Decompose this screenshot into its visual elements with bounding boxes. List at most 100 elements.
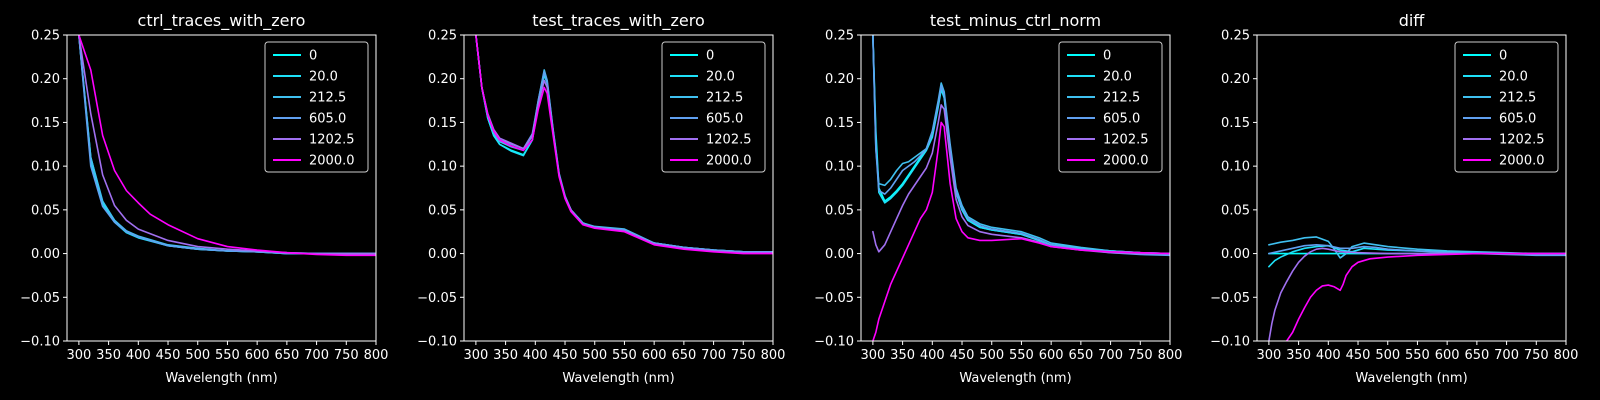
y-tick-label: 0.05 [1221, 203, 1250, 218]
series-group [475, 35, 773, 255]
x-tick-label: 750 [1128, 348, 1153, 363]
x-tick-label: 750 [1524, 348, 1549, 363]
y-tick-label: 0.25 [428, 29, 457, 44]
legend: 0 20.0 212.5 605.0 1202.5 2000.0 [661, 41, 766, 173]
series-line-4 [872, 35, 1170, 257]
legend-label: 2000.0 [1499, 154, 1545, 169]
x-tick-label: 600 [245, 348, 270, 363]
chart-panel: 300 350 400 450 500 550 600 650 700 750 800 −0.10 −0… [20, 11, 388, 386]
legend-label: 0 [1103, 49, 1111, 64]
legend-label: 1202.5 [309, 133, 355, 148]
legend: 0 20.0 212.5 605.0 1202.5 2000.0 [1058, 41, 1163, 173]
y-tick-label: 0.10 [825, 160, 854, 175]
y-tick-label: 0.10 [31, 160, 60, 175]
chart-panel: 300 350 400 450 500 550 600 650 700 750 800 −0.10 −0… [1210, 11, 1578, 386]
series-line-6 [475, 35, 773, 255]
axes-frame [66, 34, 377, 342]
x-tick-label: 800 [364, 348, 389, 363]
legend-label: 20.0 [1499, 70, 1528, 85]
y-tick-label: 0.05 [825, 203, 854, 218]
x-tick-label: 500 [582, 348, 607, 363]
x-tick-label: 650 [671, 348, 696, 363]
x-tick-label: 700 [1098, 348, 1123, 363]
x-tick-label: 300 [860, 348, 885, 363]
x-tick-label: 500 [185, 348, 210, 363]
legend: 0 20.0 212.5 605.0 1202.5 2000.0 [264, 41, 369, 173]
x-tick-label: 750 [334, 348, 359, 363]
x-tick-label: 650 [274, 348, 299, 363]
x-axis-label: Wavelength (nm) [959, 371, 1071, 386]
axes-frame [1256, 34, 1567, 342]
legend-label: 212.5 [706, 91, 743, 106]
legend-label: 0 [706, 49, 714, 64]
axes-frame [463, 34, 774, 342]
y-tick-label: −0.05 [417, 291, 457, 306]
chart-title: diff [1399, 11, 1426, 30]
y-tick-label: 0.25 [1221, 29, 1250, 44]
y-tick-label: −0.10 [20, 335, 60, 350]
x-tick-label: 350 [493, 348, 518, 363]
y-tick-label: −0.10 [814, 335, 854, 350]
y-tick-label: 0.05 [428, 203, 457, 218]
x-tick-label: 450 [1346, 348, 1371, 363]
x-tick-label: 650 [1068, 348, 1093, 363]
series-line-6 [872, 121, 1170, 341]
x-tick-label: 550 [1009, 348, 1034, 363]
legend-label: 2000.0 [706, 154, 752, 169]
x-tick-label: 550 [1405, 348, 1430, 363]
x-tick-label: 600 [1039, 348, 1064, 363]
legend-label: 2000.0 [1103, 154, 1149, 169]
x-tick-label: 400 [1316, 348, 1341, 363]
x-axis-label: Wavelength (nm) [165, 371, 277, 386]
x-tick-label: 800 [761, 348, 786, 363]
x-tick-label: 450 [553, 348, 578, 363]
x-axis-label: Wavelength (nm) [562, 371, 674, 386]
y-tick-label: 0.00 [1221, 247, 1250, 262]
y-tick-label: 0.20 [825, 72, 854, 87]
series-line-6 [78, 35, 376, 257]
x-tick-label: 500 [979, 348, 1004, 363]
legend-label: 2000.0 [309, 154, 355, 169]
x-tick-label: 700 [304, 348, 329, 363]
series-group [78, 35, 376, 257]
chart-title: test_minus_ctrl_norm [930, 11, 1101, 31]
x-tick-label: 450 [950, 348, 975, 363]
x-tick-label: 600 [642, 348, 667, 363]
y-tick-label: 0.10 [428, 160, 457, 175]
y-tick-label: −0.05 [20, 291, 60, 306]
x-tick-label: 350 [96, 348, 121, 363]
y-tick-label: 0.00 [825, 247, 854, 262]
series-line-6 [1285, 252, 1566, 341]
x-tick-label: 300 [66, 348, 91, 363]
y-tick-label: 0.10 [1221, 160, 1250, 175]
y-tick-label: 0.20 [428, 72, 457, 87]
y-tick-label: 0.15 [31, 116, 60, 131]
x-tick-label: 600 [1435, 348, 1460, 363]
x-tick-label: 750 [731, 348, 756, 363]
y-tick-label: 0.05 [31, 203, 60, 218]
x-tick-label: 700 [1494, 348, 1519, 363]
legend-label: 20.0 [1103, 70, 1132, 85]
legend-label: 605.0 [706, 112, 743, 127]
chart-panel: 300 350 400 450 500 550 600 650 700 750 800 −0.10 −0… [417, 11, 785, 386]
legend-label: 1202.5 [1499, 133, 1545, 148]
y-tick-label: 0.15 [428, 116, 457, 131]
series-group [1268, 236, 1566, 341]
x-tick-label: 800 [1158, 348, 1183, 363]
legend-label: 20.0 [706, 70, 735, 85]
series-line-3 [872, 35, 1170, 255]
y-tick-label: −0.05 [814, 291, 854, 306]
y-tick-label: −0.10 [417, 335, 457, 350]
legend-label: 212.5 [309, 91, 346, 106]
legend: 0 20.0 212.5 605.0 1202.5 2000.0 [1454, 41, 1559, 173]
y-tick-label: −0.05 [1210, 291, 1250, 306]
chart-title: test_traces_with_zero [532, 11, 705, 31]
x-tick-label: 500 [1375, 348, 1400, 363]
legend-label: 20.0 [309, 70, 338, 85]
y-tick-label: 0.20 [1221, 72, 1250, 87]
y-tick-label: 0.15 [1221, 116, 1250, 131]
x-tick-label: 300 [1256, 348, 1281, 363]
x-tick-label: 400 [920, 348, 945, 363]
y-tick-label: −0.10 [1210, 335, 1250, 350]
